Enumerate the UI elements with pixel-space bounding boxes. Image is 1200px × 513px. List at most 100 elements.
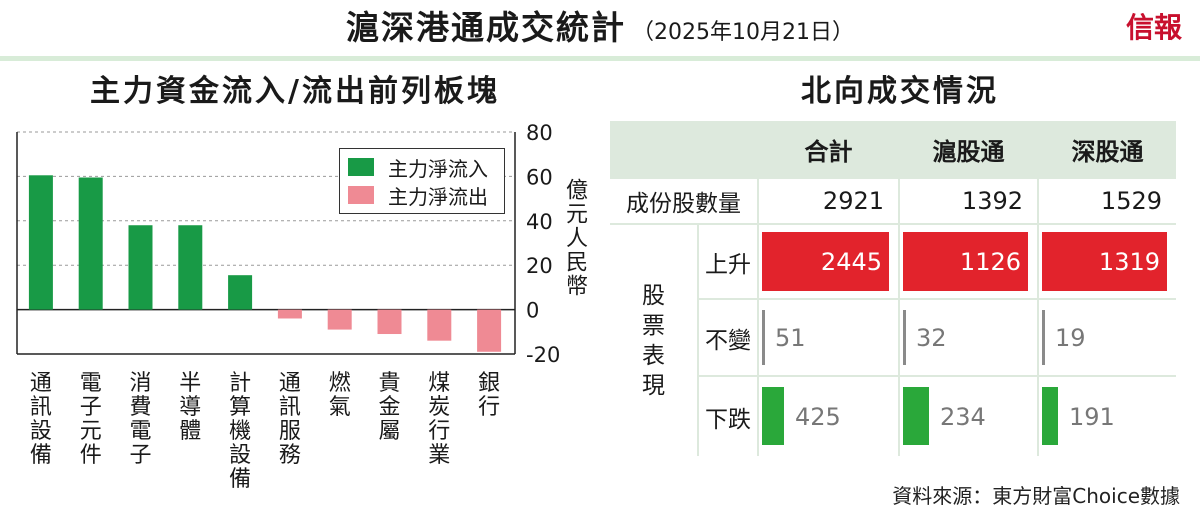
row-label-count: 成份股數量: [610, 179, 757, 223]
chart-title: 主力資金流入/流出前列板塊: [90, 74, 500, 109]
x-tick-label: 銀: [478, 371, 500, 396]
flat-total-cell: 51: [759, 300, 898, 375]
x-tick-label: 備: [30, 443, 52, 468]
brand-logo: 信報: [1125, 11, 1182, 44]
y-axis-label: 億元人民幣: [562, 178, 587, 298]
x-tick-label: 通: [279, 371, 301, 396]
rise-shanghai-value: 1126: [959, 247, 1021, 276]
fall-shanghai-bar: [903, 387, 929, 445]
x-tick-label: 設: [229, 443, 251, 468]
y-tick-label: 20: [526, 254, 553, 278]
x-tick-label: 貴: [378, 371, 400, 396]
x-tick-label: 行: [478, 395, 500, 420]
flat-total-bar: [762, 310, 765, 365]
x-tick-label: 訊: [30, 395, 52, 420]
legend-label-inflow: 主力淨流入: [388, 156, 488, 181]
x-tick-label: 燃: [329, 371, 351, 396]
x-tick-label: 子: [80, 395, 102, 420]
x-tick-label: 設: [30, 419, 52, 444]
x-tick-label: 導: [179, 395, 201, 420]
rise-total-cell: 2445: [759, 225, 898, 298]
rise-total-value: 2445: [820, 247, 882, 276]
flat-shenzhen-value: 19: [1055, 323, 1086, 352]
row-label-flat: 不變: [699, 300, 757, 375]
fall-shenzhen-cell: 191: [1039, 377, 1176, 456]
flat-shanghai-cell: 32: [900, 300, 1037, 375]
x-tick-label: 計: [229, 371, 251, 396]
rise-shenzhen-cell: 1319: [1039, 225, 1176, 298]
table-title: 北向成交情況: [801, 74, 999, 109]
flat-shanghai-bar: [903, 310, 906, 365]
x-tick-label: 業: [428, 443, 450, 468]
legend-swatch-outflow: [348, 186, 374, 204]
x-tick-label: 電: [129, 419, 151, 444]
rise-total-bar: [762, 232, 889, 291]
flat-shenzhen-bar: [1042, 310, 1045, 365]
source-note: 資料來源：東方財富Choice數據: [892, 484, 1180, 508]
legend-swatch-inflow: [348, 158, 374, 176]
x-tick-label: 體: [179, 419, 201, 444]
x-tick-label: 電: [80, 371, 102, 396]
x-tick-label: 炭: [428, 395, 450, 420]
x-tick-label: 氣: [329, 395, 351, 420]
chart-legend: 主力淨流入 主力淨流出: [339, 148, 505, 214]
bar: [128, 225, 153, 310]
fall-shenzhen-value: 191: [1069, 402, 1115, 431]
bar: [377, 309, 402, 335]
x-tick-label: 務: [279, 443, 301, 468]
row-label-fall: 下跌: [699, 377, 757, 456]
bar: [277, 309, 302, 319]
title-bar: 滬深港通成交統計 （2025年10月21日）: [0, 0, 1200, 56]
header-divider: [0, 56, 1200, 61]
y-tick-label: 60: [526, 165, 553, 189]
y-tick-label: 40: [526, 210, 553, 234]
flat-total-value: 51: [775, 323, 806, 352]
fall-total-value: 425: [795, 402, 841, 431]
col-header-shenzhen: 深股通: [1039, 121, 1176, 177]
rise-shanghai-bar: [903, 232, 1028, 291]
rise-shenzhen-value: 1319: [1098, 247, 1160, 276]
x-tick-label: 消: [129, 371, 151, 396]
bar: [228, 275, 253, 310]
row-group-label: 股票表現: [610, 225, 697, 456]
rise-shenzhen-bar: [1042, 232, 1167, 291]
legend-item-outflow: 主力淨流出: [348, 181, 496, 209]
x-tick-label: 服: [279, 419, 301, 444]
y-tick-label: 0: [526, 299, 539, 323]
x-tick-label: 屬: [378, 419, 400, 444]
x-tick-label: 元: [80, 419, 102, 444]
y-tick-label: -20: [526, 343, 560, 367]
page-subtitle: （2025年10月21日）: [632, 20, 854, 45]
bar: [327, 309, 352, 330]
rise-shanghai-cell: 1126: [900, 225, 1037, 298]
x-tick-label: 費: [129, 395, 151, 420]
row-label-rise: 上升: [699, 225, 757, 298]
x-tick-label: 機: [229, 419, 251, 444]
sector-flow-chart: 806040200-20通訊設備電子元件消費電子半導體計算機設備通訊服務燃氣貴金…: [16, 121, 560, 492]
table-corner: [610, 121, 757, 177]
flat-shanghai-value: 32: [916, 323, 947, 352]
flat-shenzhen-cell: 19: [1039, 300, 1176, 375]
count-shenzhen: 1529: [1039, 179, 1176, 223]
bar: [28, 175, 53, 310]
fall-shanghai-cell: 234: [900, 377, 1037, 456]
legend-label-outflow: 主力淨流出: [388, 184, 488, 209]
bar: [178, 225, 203, 310]
y-tick-label: 80: [526, 121, 553, 145]
page-title: 滬深港通成交統計: [346, 8, 626, 47]
x-tick-label: 子: [129, 443, 151, 468]
fall-shanghai-value: 234: [940, 402, 986, 431]
fall-shenzhen-bar: [1042, 387, 1058, 445]
bar: [477, 309, 502, 352]
bar: [78, 177, 103, 310]
northbound-table: 合計 滬股通 深股通 成份股數量 2921 1392 1529 股票表現 上升 …: [610, 121, 1176, 456]
x-tick-label: 備: [229, 467, 251, 492]
count-shanghai: 1392: [900, 179, 1037, 223]
x-tick-label: 行: [428, 419, 450, 444]
bar: [427, 309, 452, 341]
col-header-total: 合計: [759, 121, 898, 177]
x-tick-label: 半: [179, 371, 201, 396]
x-tick-label: 訊: [279, 395, 301, 420]
x-tick-label: 金: [378, 395, 400, 420]
count-total: 2921: [759, 179, 898, 223]
